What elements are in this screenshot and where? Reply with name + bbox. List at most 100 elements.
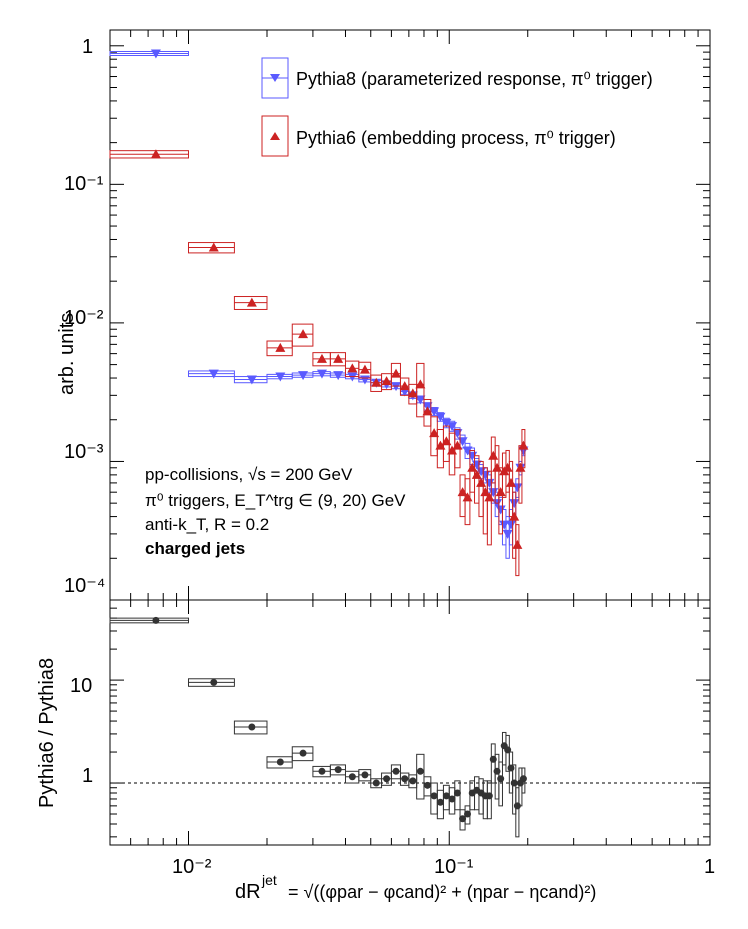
data-point: [246, 375, 257, 385]
data-point: [485, 792, 493, 800]
data-point: [509, 499, 520, 509]
data-point: [492, 499, 503, 509]
data-point: [488, 488, 499, 498]
sys-box: [490, 436, 496, 484]
data-point: [442, 792, 450, 800]
y-tick-label: 10⁻¹: [64, 173, 104, 195]
data-point: [505, 477, 516, 487]
data-point: [492, 462, 503, 472]
sys-box: [515, 787, 520, 838]
data-point: [334, 766, 342, 774]
data-point: [495, 505, 506, 515]
annotation-algorithm: anti-k_T, R = 0.2: [145, 515, 269, 534]
data-point: [299, 749, 307, 757]
legend: Pythia8 (parameterized response, π⁰ trig…: [261, 57, 653, 157]
legend-item-pythia8: Pythia8 (parameterized response, π⁰ trig…: [261, 57, 653, 99]
sys-box: [490, 743, 496, 784]
data-point: [359, 364, 370, 374]
data-point: [383, 775, 391, 783]
data-point: [415, 395, 426, 405]
sys-box: [501, 452, 507, 498]
sys-box: [486, 470, 492, 546]
data-point: [208, 242, 219, 252]
data-point: [447, 422, 458, 432]
sys-box: [464, 478, 471, 526]
x-tick-label: 10⁻¹: [434, 856, 474, 878]
data-point: [422, 406, 433, 416]
y-tick-label: 10: [70, 675, 92, 697]
data-point: [150, 149, 161, 159]
top-y-axis-label: arb. units: [56, 313, 78, 395]
data-point: [152, 616, 160, 624]
data-point: [391, 368, 402, 378]
data-point: [298, 371, 309, 381]
data-point: [435, 440, 446, 450]
data-point: [316, 369, 327, 379]
sys-box: [390, 362, 401, 387]
data-point: [493, 767, 501, 775]
data-point: [430, 792, 438, 800]
data-point: [401, 775, 409, 783]
x-axis-label-formula: = √((φpar − φcand)² + (ηpar − ηcand)²): [288, 882, 596, 902]
sys-box: [486, 780, 492, 820]
annotation-trigger: π⁰ triggers, E_T^trg ∈ (9, 20) GeV: [145, 491, 406, 510]
sys-box: [515, 524, 520, 577]
data-point: [399, 381, 410, 391]
data-point: [415, 379, 426, 389]
legend-label-pythia8: Pythia8 (parameterized response, π⁰ trig…: [296, 69, 653, 89]
data-point: [150, 49, 161, 59]
top-y-tick-labels: 1 10⁻¹ 10⁻² 10⁻³ 10⁻⁴: [64, 36, 105, 597]
data-point: [409, 777, 417, 785]
x-tick-labels: 10⁻² 10⁻¹ 1: [172, 856, 715, 878]
sys-box: [291, 323, 314, 347]
data-point: [333, 353, 344, 363]
data-point: [371, 377, 382, 387]
sys-box: [390, 764, 401, 780]
annotation-jet-type: charged jets: [145, 539, 245, 558]
sys-box: [291, 746, 314, 762]
data-point: [464, 810, 472, 818]
data-point: [499, 520, 510, 530]
data-point: [416, 767, 424, 775]
legend-marker-pythia6: [270, 132, 280, 140]
data-point: [497, 775, 505, 783]
data-point: [459, 815, 467, 823]
x-axis-label: dR jet = √((φpar − φcand)² + (ηpar − ηca…: [235, 872, 596, 903]
y-tick-label: 10⁻⁴: [64, 575, 105, 597]
data-point: [316, 353, 327, 363]
y-tick-label: 10⁻²: [64, 307, 104, 329]
data-point: [519, 775, 527, 783]
data-point: [457, 487, 468, 497]
data-point: [347, 363, 358, 373]
data-point: [298, 329, 309, 339]
data-point: [423, 781, 431, 789]
bottom-panel-series: [109, 616, 527, 838]
annotations: pp-collisions, √s = 200 GeV π⁰ triggers,…: [145, 465, 406, 558]
sys-box: [508, 460, 514, 518]
legend-label-pythia6: Pythia6 (embedding process, π⁰ trigger): [296, 128, 616, 148]
data-point: [407, 388, 418, 398]
data-point: [210, 678, 218, 686]
data-point: [515, 462, 526, 472]
top-axis-ticks: [109, 30, 711, 601]
data-point: [462, 492, 473, 502]
data-point: [488, 450, 499, 460]
data-point: [441, 436, 452, 446]
data-point: [333, 371, 344, 381]
data-point: [435, 412, 446, 422]
data-point: [361, 771, 369, 779]
data-point: [381, 376, 392, 386]
data-point: [429, 407, 440, 417]
annotation-collision: pp-collisions, √s = 200 GeV: [145, 465, 353, 484]
bottom-y-axis-label: Pythia6 / Pythia8: [36, 658, 58, 808]
y-tick-label: 10⁻³: [64, 441, 104, 463]
data-point: [318, 767, 326, 775]
data-point: [248, 723, 256, 731]
data-point: [453, 789, 461, 797]
sys-box: [416, 753, 425, 800]
data-point: [502, 529, 513, 539]
data-point: [429, 428, 440, 438]
sys-box: [498, 761, 503, 807]
